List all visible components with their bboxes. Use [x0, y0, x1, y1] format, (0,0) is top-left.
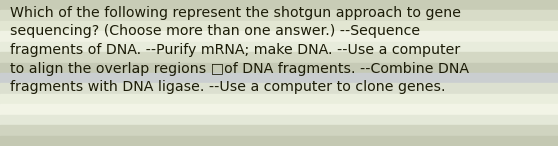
Bar [0, 21, 558, 31]
Bar [0, 83, 558, 94]
Bar [0, 52, 558, 63]
Bar [0, 0, 558, 10]
Bar [0, 10, 558, 21]
Bar [0, 115, 558, 125]
Bar [0, 125, 558, 136]
Text: Which of the following represent the shotgun approach to gene
sequencing? (Choos: Which of the following represent the sho… [10, 6, 469, 94]
Bar [0, 94, 558, 104]
Bar [0, 63, 558, 73]
Bar [0, 42, 558, 52]
Bar [0, 104, 558, 115]
Bar [0, 136, 558, 146]
Bar [0, 73, 558, 83]
Bar [0, 31, 558, 42]
